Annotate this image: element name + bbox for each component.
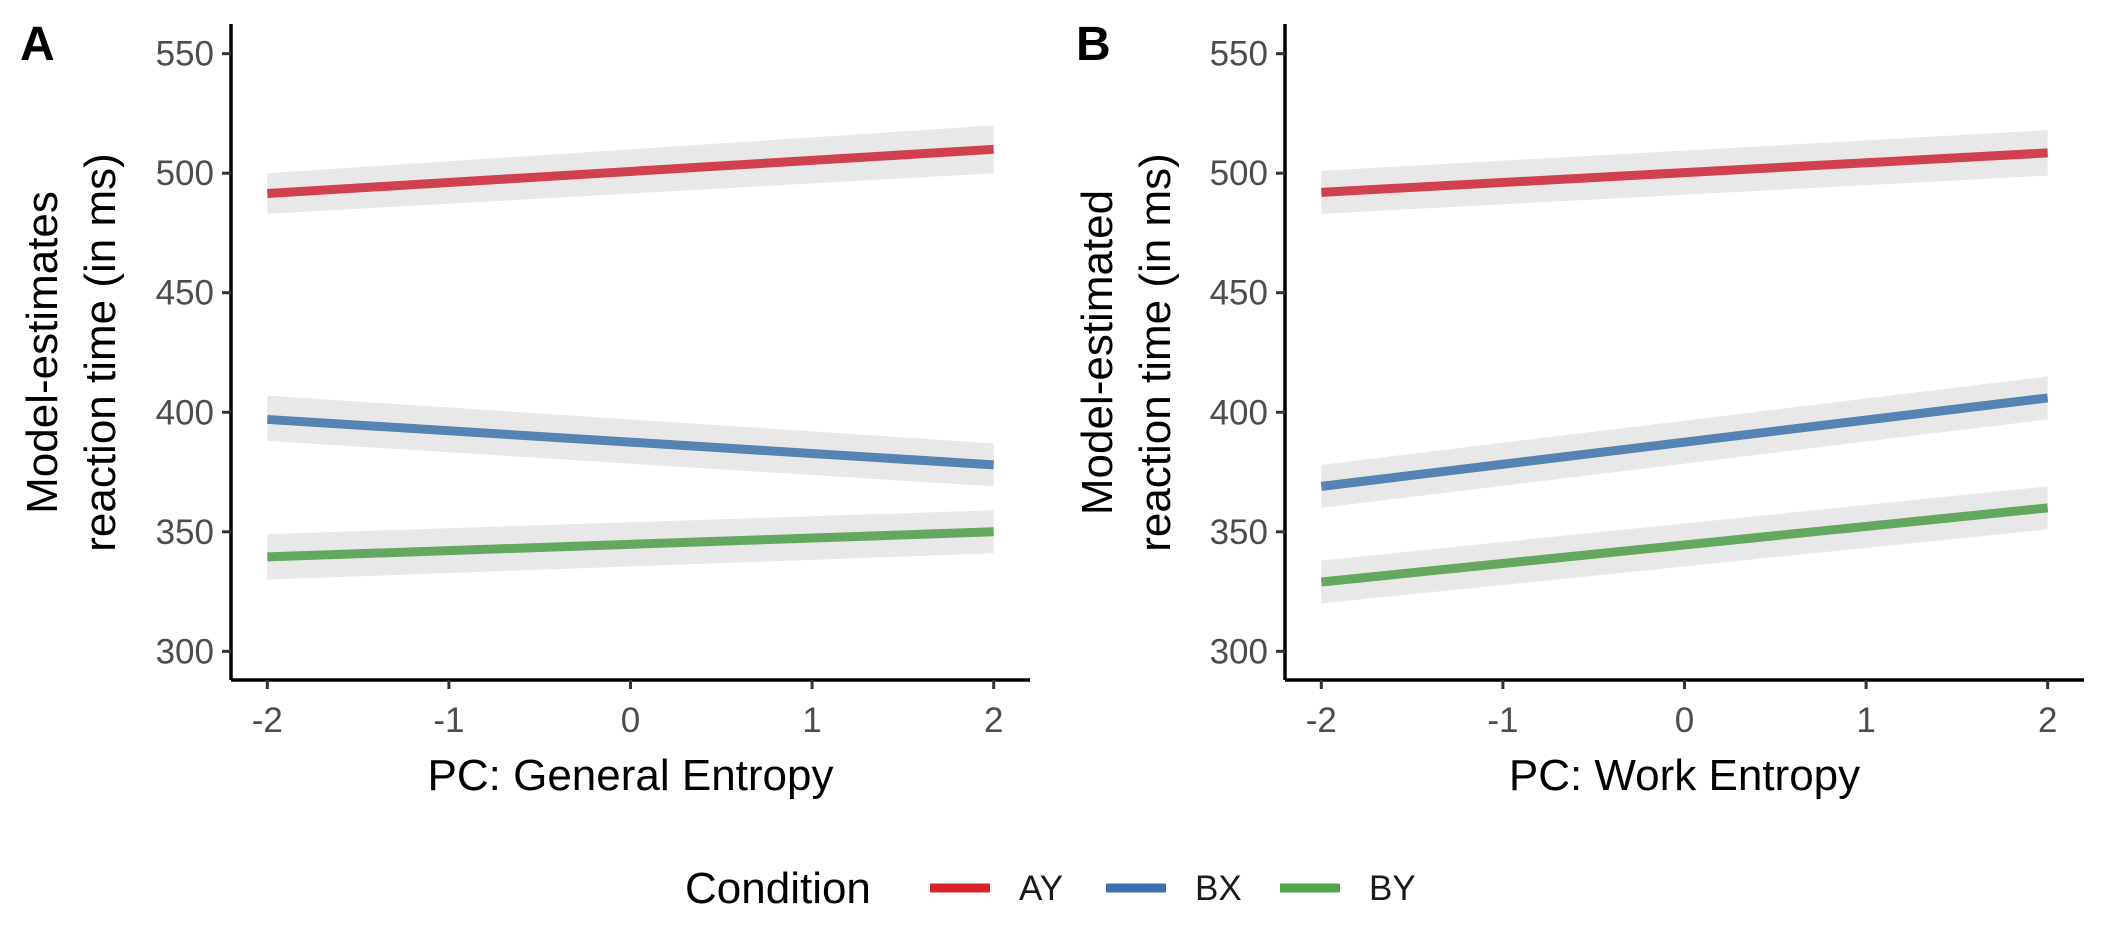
- y-tick-label: 550: [1210, 35, 1268, 74]
- x-tick-label: -2: [252, 701, 283, 740]
- legend-title: Condition: [685, 864, 871, 913]
- y-tick-label: 400: [156, 393, 214, 432]
- x-tick-label: -1: [1487, 701, 1518, 740]
- y-tick-label: 400: [1210, 393, 1268, 432]
- y-axis-title: reaction time (in ms): [76, 153, 125, 552]
- series-line-ay: [267, 144, 994, 199]
- x-tick-label: -2: [1306, 701, 1337, 740]
- series-line-by: [267, 527, 994, 562]
- y-tick-label: 550: [156, 35, 214, 74]
- x-tick-label: 2: [984, 701, 1003, 740]
- y-tick-label: 300: [1210, 632, 1268, 671]
- y-tick-label: 350: [1210, 513, 1268, 552]
- x-axis-title: PC: General Entropy: [428, 751, 834, 800]
- chart-panel-b: 300 350 400 450 500 550 -2 -1 0 1 2 PC: Work Entrop…: [1073, 18, 2084, 800]
- x-tick-label: -1: [433, 701, 464, 740]
- y-axis-title: Model-estimated: [1073, 190, 1122, 515]
- y-axis-title: Model-estimates: [18, 191, 67, 514]
- x-axis-title: PC: Work Entropy: [1509, 751, 1860, 800]
- series-line-bx: [1320, 393, 2049, 491]
- y-tick-label: 350: [156, 513, 214, 552]
- x-tick-label: 2: [2038, 701, 2057, 740]
- y-tick-label: 500: [156, 154, 214, 193]
- y-tick-label: 500: [1210, 154, 1268, 193]
- legend-label-by: BY: [1369, 869, 1416, 908]
- y-tick-label: 300: [156, 632, 214, 671]
- legend-label-bx: BX: [1195, 869, 1242, 908]
- panel-tag: A: [20, 18, 55, 71]
- panels: 300 350 400 450 500 550 -2 -1 0 1 2 PC: General Ent…: [18, 18, 2084, 800]
- x-tick-label: 0: [1675, 701, 1694, 740]
- y-tick-label: 450: [1210, 274, 1268, 313]
- x-tick-label: 1: [1856, 701, 1875, 740]
- x-tick-label: 1: [802, 701, 821, 740]
- legend: Condition AY BX BY: [685, 864, 1416, 913]
- x-tick-label: 0: [621, 701, 640, 740]
- legend-label-ay: AY: [1019, 869, 1063, 908]
- series-line-bx: [267, 414, 994, 470]
- y-tick-label: 450: [156, 274, 214, 313]
- y-axis-title: reaction time (in ms): [1131, 153, 1180, 552]
- panel-tag: B: [1076, 18, 1111, 71]
- series-line-ay: [1321, 148, 2048, 197]
- series-line-by: [1320, 503, 2049, 587]
- chart-panel-a: 300 350 400 450 500 550 -2 -1 0 1 2 PC: General Ent…: [18, 18, 1030, 800]
